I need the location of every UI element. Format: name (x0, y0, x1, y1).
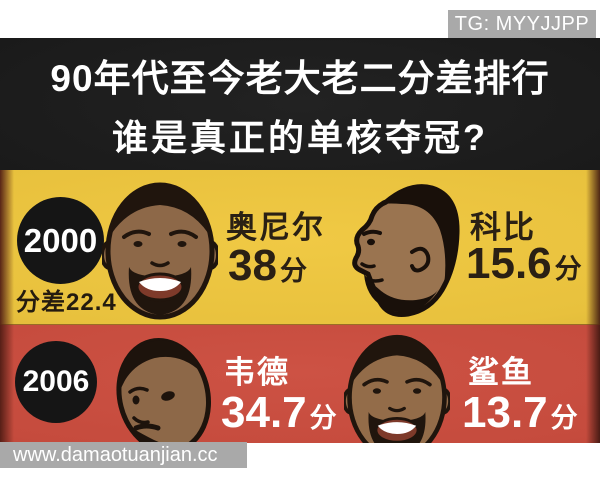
score-unit: 分 (279, 256, 307, 286)
kobe-face-illustration (352, 184, 460, 317)
year-2006-badge: 2006 (15, 341, 97, 423)
score-value: 34.7 (221, 388, 307, 437)
year-2000-badge: 2000 (17, 197, 104, 284)
player-name-shark: 鲨鱼 (468, 355, 534, 390)
score-unit: 分 (554, 254, 582, 284)
left-vignette (0, 170, 14, 325)
player-score-kobe: 15.6 分 (466, 242, 582, 286)
score-value: 38 (228, 241, 277, 290)
gap-label-2000: 分差22.4 (16, 289, 117, 316)
player-name-wade: 韦德 (224, 355, 290, 390)
title-line-2: 谁是真正的单核夺冠? (112, 116, 488, 158)
player-score-shark: 13.7 分 (462, 391, 578, 435)
wade-face-illustration (116, 338, 212, 443)
score-value: 15.6 (466, 239, 552, 288)
left-vignette (0, 325, 14, 443)
score-unit: 分 (550, 403, 578, 433)
score-value: 13.7 (462, 388, 548, 437)
title-banner: 90年代至今老大老二分差排行 谁是真正的单核夺冠? (0, 38, 600, 170)
right-vignette (586, 170, 600, 325)
website-watermark-badge: www.damaotuanjian.cc (0, 442, 247, 468)
telegram-watermark-text: TG: MYYJJPP (454, 12, 590, 35)
year-2000-label: 2000 (23, 221, 98, 259)
player-name-oneal: 奥尼尔 (226, 210, 325, 245)
year-2006-label: 2006 (22, 365, 90, 398)
telegram-watermark-badge: TG: MYYJJPP (448, 10, 596, 38)
right-vignette (586, 325, 600, 443)
oneal-face-illustration (102, 182, 218, 320)
row-2006-section: 2006 韦德 34.7 分 (0, 325, 600, 443)
player-score-wade: 34.7 分 (221, 391, 337, 435)
score-unit: 分 (309, 403, 337, 433)
player-name-kobe: 科比 (470, 210, 536, 245)
shark-shaq-face-illustration (344, 334, 450, 443)
player-score-oneal: 38 分 (228, 244, 307, 288)
website-watermark-text: www.damaotuanjian.cc (13, 443, 218, 466)
title-line-1: 90年代至今老大老二分差排行 (50, 57, 550, 99)
row-2000-section: 2000 分差22.4 奥尼尔 38 分 (0, 170, 600, 325)
